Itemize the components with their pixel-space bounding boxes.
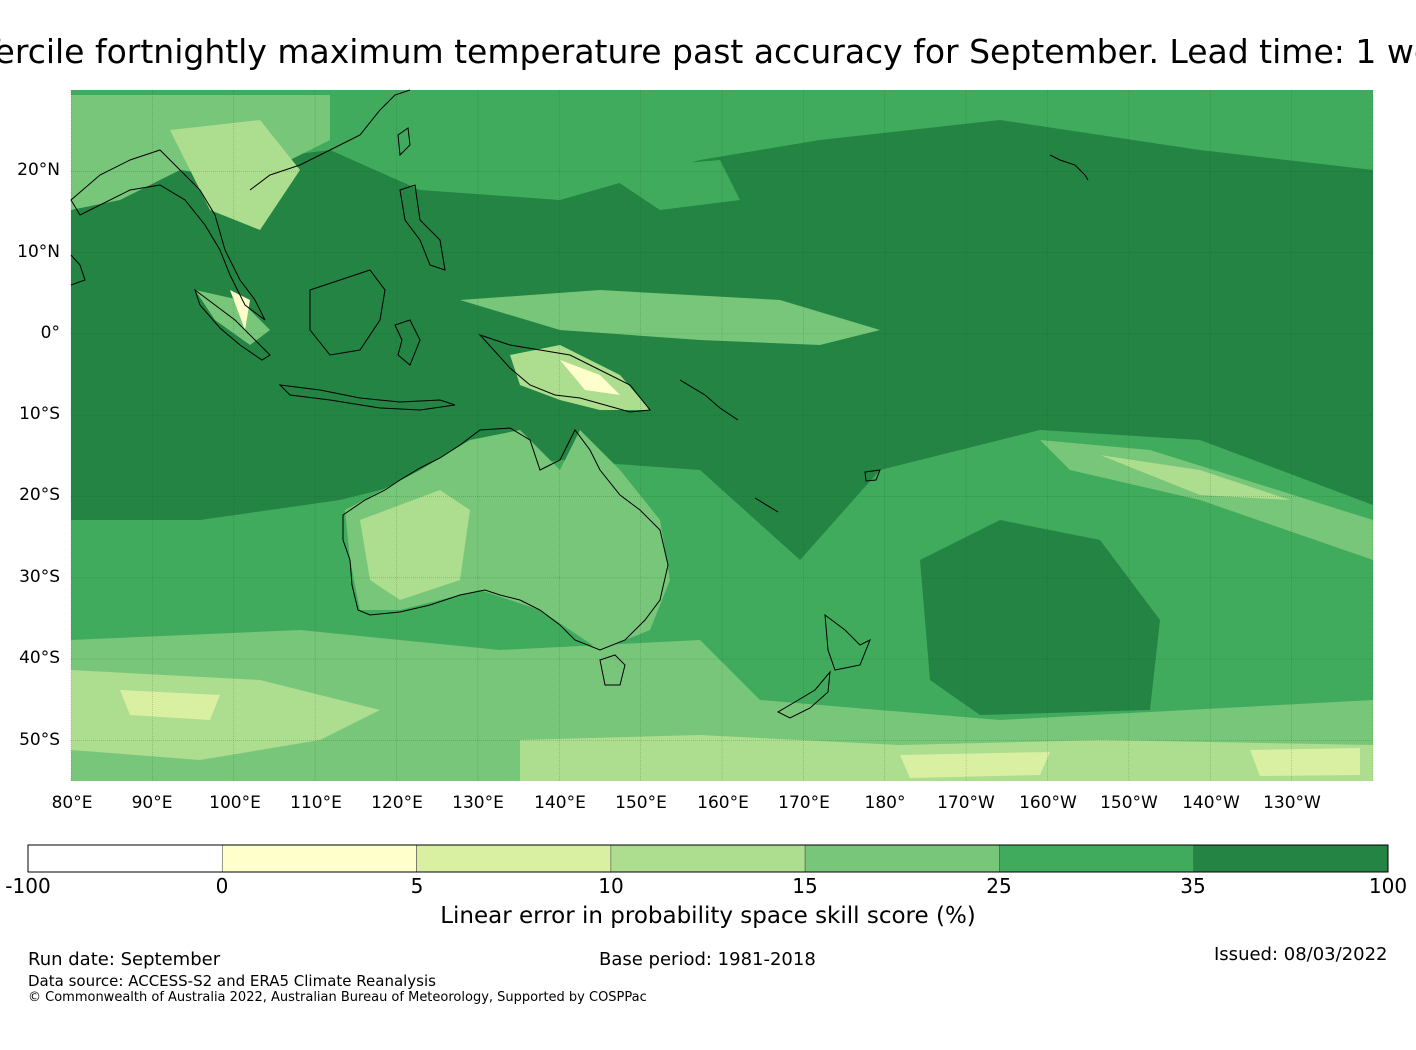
new-caledonia-coast bbox=[754, 497, 779, 513]
china-coast bbox=[249, 89, 411, 191]
colorbar-swatch bbox=[27, 844, 223, 873]
solomon-islands-coast bbox=[679, 379, 739, 421]
java-coast bbox=[278, 384, 456, 411]
borneo-coast bbox=[309, 269, 386, 356]
skill-region-north bbox=[71, 90, 1373, 200]
colorbar-swatch bbox=[610, 844, 806, 873]
colorbar-tick: 5 bbox=[410, 874, 424, 898]
sulawesi-coast bbox=[394, 319, 421, 366]
map-title: Tercile fortnightly maximum temperature … bbox=[0, 28, 1416, 78]
graticule bbox=[70, 90, 1374, 781]
lon-label-80e: 80°E bbox=[51, 793, 93, 813]
colorbar bbox=[27, 844, 1389, 873]
lon-label-160w: 160°W bbox=[1019, 793, 1077, 813]
skill-region-queensland bbox=[540, 470, 630, 600]
colorbar-tick: 25 bbox=[986, 874, 1012, 898]
lat-label-20n: 20°N bbox=[17, 160, 60, 180]
sri-lanka-coast bbox=[70, 254, 86, 286]
skill-region-patch-2 bbox=[900, 752, 1050, 778]
colorbar-swatch bbox=[416, 844, 612, 873]
skill-region-indochina bbox=[170, 120, 300, 230]
skill-region-equatorial bbox=[460, 290, 880, 345]
colorbar-swatch bbox=[1193, 844, 1389, 873]
lon-label-150e: 150°E bbox=[615, 793, 667, 813]
base-period: Base period: 1981-2018 bbox=[599, 949, 816, 970]
colorbar-tick: 15 bbox=[792, 874, 818, 898]
colorbar-swatch bbox=[221, 844, 417, 873]
lon-label-180: 180° bbox=[864, 793, 906, 813]
skill-region-dark-patch bbox=[920, 520, 1160, 715]
lon-label-140e: 140°E bbox=[534, 793, 586, 813]
new-guinea-coast bbox=[478, 333, 651, 413]
coastlines bbox=[70, 89, 1089, 719]
colorbar-tick: 10 bbox=[598, 874, 624, 898]
lat-label-30s: 30°S bbox=[19, 567, 60, 587]
taiwan-coast bbox=[397, 127, 411, 157]
lon-label-120e: 120°E bbox=[371, 793, 423, 813]
sumatra-coast bbox=[194, 288, 271, 361]
run-date: Run date: September bbox=[28, 949, 221, 970]
lat-label-20s: 20°S bbox=[19, 485, 60, 505]
tasmania-coast bbox=[599, 654, 626, 686]
issued-date: Issued: 08/03/2022 bbox=[1214, 944, 1388, 965]
colorbar-tick: -100 bbox=[5, 874, 51, 898]
skill-region-patch-3 bbox=[1250, 748, 1360, 776]
australia-coast bbox=[342, 427, 669, 651]
lat-label-40s: 40°S bbox=[19, 648, 60, 668]
skill-region-patch-1 bbox=[120, 690, 220, 720]
colorbar-frame bbox=[27, 844, 1389, 873]
map-title-text: Tercile fortnightly maximum temperature … bbox=[0, 32, 1416, 71]
lat-label-0: 0° bbox=[40, 323, 60, 343]
nz-north-island-coast bbox=[824, 613, 871, 671]
skill-field bbox=[71, 90, 1373, 781]
colorbar-tick: 35 bbox=[1180, 874, 1206, 898]
skill-region-band-lighter bbox=[1100, 455, 1290, 500]
nz-south-island-coast bbox=[776, 670, 831, 719]
lon-label-140w: 140°W bbox=[1182, 793, 1240, 813]
copyright: © Commonwealth of Australia 2022, Austra… bbox=[28, 990, 647, 1005]
colorbar-swatch bbox=[999, 844, 1195, 873]
hawaii-coast bbox=[1049, 154, 1089, 181]
skill-region-central-north bbox=[600, 160, 740, 210]
skill-region-west-australia bbox=[360, 490, 470, 600]
colorbar-swatch bbox=[804, 844, 1000, 873]
lon-label-160e: 160°E bbox=[697, 793, 749, 813]
lon-label-90e: 90°E bbox=[131, 793, 173, 813]
colorbar-label: Linear error in probability space skill … bbox=[440, 903, 976, 929]
colorbar-tick: 100 bbox=[1368, 874, 1408, 898]
mainland-asia-coast bbox=[70, 149, 266, 321]
philippines-coast bbox=[399, 184, 446, 271]
lat-label-50s: 50°S bbox=[19, 730, 60, 750]
colorbar-tick: 0 bbox=[215, 874, 229, 898]
lon-label-110e: 110°E bbox=[290, 793, 342, 813]
skill-region-highlands bbox=[560, 360, 620, 395]
lon-label-170w: 170°W bbox=[937, 793, 995, 813]
lon-label-100e: 100°E bbox=[209, 793, 261, 813]
lon-label-170e: 170°E bbox=[778, 793, 830, 813]
lon-label-150w: 150°W bbox=[1100, 793, 1158, 813]
lat-label-10s: 10°S bbox=[19, 404, 60, 424]
skill-region-band-light bbox=[1040, 440, 1373, 560]
lat-label-10n: 10°N bbox=[17, 242, 60, 262]
skill-region-sumatra-peak bbox=[230, 290, 250, 330]
lon-label-130w: 130°W bbox=[1263, 793, 1321, 813]
lon-label-130e: 130°E bbox=[452, 793, 504, 813]
fiji-coast bbox=[864, 469, 881, 482]
data-source: Data source: ACCESS-S2 and ERA5 Climate … bbox=[28, 972, 436, 990]
